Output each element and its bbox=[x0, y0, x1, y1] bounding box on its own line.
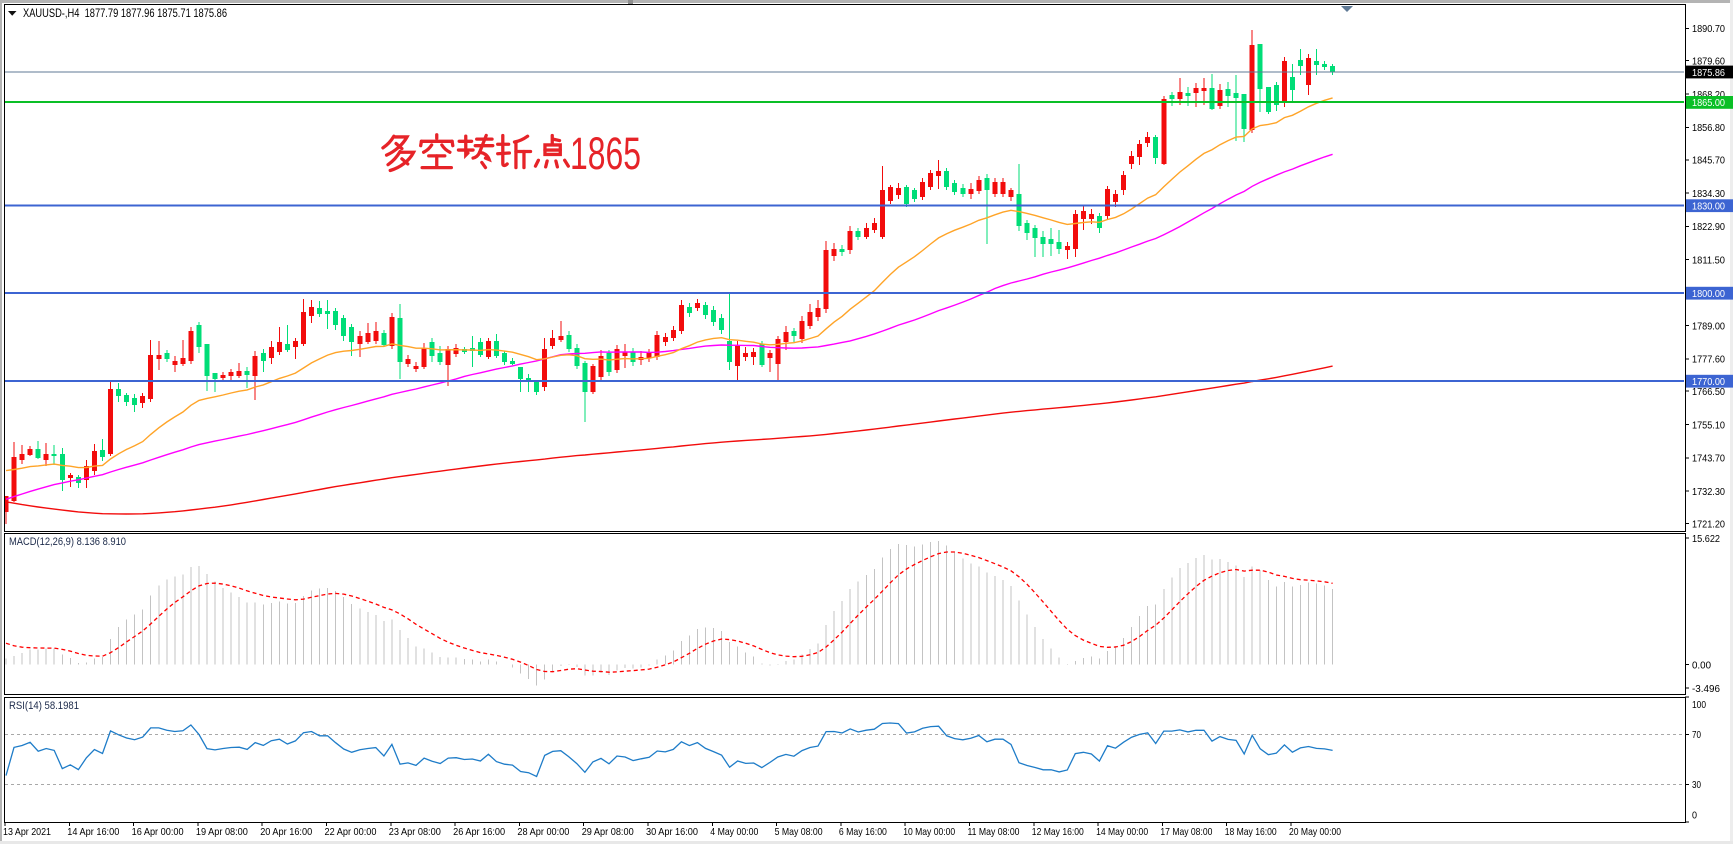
svg-text:RSI(14) 58.1981: RSI(14) 58.1981 bbox=[9, 700, 79, 712]
svg-text:11 May 08:00: 11 May 08:00 bbox=[968, 827, 1020, 838]
svg-text:1875.86: 1875.86 bbox=[1692, 68, 1725, 79]
svg-text:1721.20: 1721.20 bbox=[1692, 519, 1725, 530]
svg-text:1789.00: 1789.00 bbox=[1692, 321, 1725, 332]
svg-text:19 Apr 08:00: 19 Apr 08:00 bbox=[196, 827, 248, 838]
svg-text:26 Apr 16:00: 26 Apr 16:00 bbox=[453, 827, 505, 838]
svg-text:13 Apr 2021: 13 Apr 2021 bbox=[3, 827, 51, 838]
svg-text:XAUUSD-,H4 1877.79 1877.96 18: XAUUSD-,H4 1877.79 1877.96 1875.71 1875.… bbox=[23, 6, 227, 20]
svg-text:100: 100 bbox=[1692, 700, 1706, 711]
svg-text:30 Apr 16:00: 30 Apr 16:00 bbox=[646, 827, 698, 838]
svg-text:1834.30: 1834.30 bbox=[1692, 189, 1725, 200]
svg-text:1755.10: 1755.10 bbox=[1692, 420, 1725, 431]
svg-text:1732.30: 1732.30 bbox=[1692, 487, 1725, 498]
svg-text:1800.00: 1800.00 bbox=[1692, 289, 1725, 300]
svg-text:4 May 00:00: 4 May 00:00 bbox=[710, 827, 758, 838]
svg-text:16 Apr 00:00: 16 Apr 00:00 bbox=[132, 827, 184, 838]
svg-text:12 May 16:00: 12 May 16:00 bbox=[1032, 827, 1084, 838]
svg-text:23 Apr 08:00: 23 Apr 08:00 bbox=[389, 827, 441, 838]
svg-text:20 Apr 16:00: 20 Apr 16:00 bbox=[260, 827, 312, 838]
svg-text:15.622: 15.622 bbox=[1692, 534, 1720, 545]
svg-text:14 Apr 16:00: 14 Apr 16:00 bbox=[67, 827, 119, 838]
svg-text:-3.496: -3.496 bbox=[1692, 684, 1720, 695]
svg-text:1856.80: 1856.80 bbox=[1692, 123, 1725, 134]
svg-text:0: 0 bbox=[1692, 810, 1697, 821]
svg-text:1868.20: 1868.20 bbox=[1692, 90, 1725, 101]
svg-text:30: 30 bbox=[1692, 780, 1701, 791]
svg-text:MACD(12,26,9) 8.136 8.910: MACD(12,26,9) 8.136 8.910 bbox=[9, 536, 126, 548]
svg-text:1879.60: 1879.60 bbox=[1692, 57, 1725, 68]
svg-text:10 May 00:00: 10 May 00:00 bbox=[903, 827, 955, 838]
svg-text:22 Apr 00:00: 22 Apr 00:00 bbox=[325, 827, 377, 838]
svg-text:1766.50: 1766.50 bbox=[1692, 387, 1725, 398]
svg-text:18 May 16:00: 18 May 16:00 bbox=[1225, 827, 1277, 838]
svg-text:1865.00: 1865.00 bbox=[1692, 98, 1725, 109]
svg-text:1743.70: 1743.70 bbox=[1692, 454, 1725, 465]
svg-text:1822.90: 1822.90 bbox=[1692, 222, 1725, 233]
svg-text:1811.50: 1811.50 bbox=[1692, 256, 1725, 267]
svg-text:70: 70 bbox=[1692, 730, 1701, 741]
svg-text:1865: 1865 bbox=[570, 128, 641, 179]
svg-text:28 Apr 00:00: 28 Apr 00:00 bbox=[517, 827, 569, 838]
svg-text:20 May 00:00: 20 May 00:00 bbox=[1289, 827, 1341, 838]
svg-text:5 May 08:00: 5 May 08:00 bbox=[775, 827, 823, 838]
svg-text:1845.70: 1845.70 bbox=[1692, 156, 1725, 167]
svg-text:14 May 00:00: 14 May 00:00 bbox=[1096, 827, 1148, 838]
svg-text:0.00: 0.00 bbox=[1692, 660, 1711, 671]
svg-text:1777.60: 1777.60 bbox=[1692, 355, 1725, 366]
svg-text:6 May 16:00: 6 May 16:00 bbox=[839, 827, 887, 838]
svg-text:1830.00: 1830.00 bbox=[1692, 202, 1725, 213]
svg-text:1890.70: 1890.70 bbox=[1692, 24, 1725, 35]
svg-text:17 May 08:00: 17 May 08:00 bbox=[1160, 827, 1212, 838]
svg-text:1770.00: 1770.00 bbox=[1692, 377, 1725, 388]
svg-text:29 Apr 08:00: 29 Apr 08:00 bbox=[582, 827, 634, 838]
